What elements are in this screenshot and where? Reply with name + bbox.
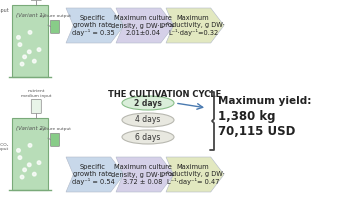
Text: air input: air input — [0, 8, 9, 13]
FancyBboxPatch shape — [31, 0, 41, 1]
Text: (Variant 1): (Variant 1) — [15, 13, 45, 18]
Text: 1,380 kg: 1,380 kg — [218, 110, 275, 123]
Circle shape — [23, 55, 26, 59]
Circle shape — [27, 163, 31, 167]
Text: Maximum culture
density, g DW·L⁻¹≈
3.72 ± 0.08: Maximum culture density, g DW·L⁻¹≈ 3.72 … — [111, 164, 175, 185]
Circle shape — [17, 36, 20, 39]
Text: Maximum culture
density, g DW·L⁻¹≈
2.01±0.04: Maximum culture density, g DW·L⁻¹≈ 2.01±… — [111, 15, 175, 36]
Polygon shape — [66, 8, 124, 43]
Circle shape — [33, 172, 36, 176]
Circle shape — [18, 43, 22, 46]
Polygon shape — [66, 157, 124, 192]
Circle shape — [37, 48, 41, 51]
Circle shape — [37, 161, 41, 164]
Circle shape — [17, 149, 20, 152]
Ellipse shape — [122, 113, 174, 127]
Polygon shape — [116, 157, 174, 192]
Text: Maximum
productivity, g DW·
L⁻¹·day⁻¹=0.32: Maximum productivity, g DW· L⁻¹·day⁻¹=0.… — [161, 15, 225, 36]
Polygon shape — [116, 8, 174, 43]
Text: air+CO₂
input: air+CO₂ input — [0, 142, 9, 151]
Text: Specific
growth rate,
day⁻¹ = 0.35: Specific growth rate, day⁻¹ = 0.35 — [72, 15, 114, 36]
Text: 4 days: 4 days — [135, 115, 161, 125]
Polygon shape — [166, 8, 224, 43]
Polygon shape — [166, 157, 224, 192]
Text: (Variant 2): (Variant 2) — [15, 126, 45, 131]
Text: Maximum yield:: Maximum yield: — [218, 96, 311, 106]
Circle shape — [20, 62, 24, 66]
Text: nutrient
medium input: nutrient medium input — [21, 89, 51, 98]
Circle shape — [28, 143, 32, 147]
Ellipse shape — [122, 96, 174, 110]
Text: 2 days: 2 days — [134, 99, 162, 107]
FancyBboxPatch shape — [31, 100, 41, 113]
Circle shape — [33, 59, 36, 63]
Circle shape — [28, 31, 32, 34]
Text: Maximum
productivity, g DW·
L⁻¹·day⁻¹= 0.47: Maximum productivity, g DW· L⁻¹·day⁻¹= 0… — [161, 164, 225, 185]
Text: culture output: culture output — [39, 127, 71, 131]
Ellipse shape — [122, 130, 174, 144]
Circle shape — [27, 50, 31, 54]
Text: culture output: culture output — [39, 14, 71, 18]
Bar — [12, 118, 48, 190]
FancyBboxPatch shape — [50, 133, 59, 146]
FancyBboxPatch shape — [50, 20, 59, 33]
Circle shape — [18, 156, 22, 159]
Text: THE CULTIVATION CYCLE: THE CULTIVATION CYCLE — [108, 90, 221, 99]
Bar — [12, 5, 48, 77]
Text: Specific
growth rate,
day⁻¹ = 0.54: Specific growth rate, day⁻¹ = 0.54 — [72, 164, 115, 185]
Text: 70,115 USD: 70,115 USD — [218, 125, 295, 138]
Circle shape — [20, 175, 24, 179]
Circle shape — [23, 168, 26, 172]
Text: 6 days: 6 days — [135, 133, 161, 141]
